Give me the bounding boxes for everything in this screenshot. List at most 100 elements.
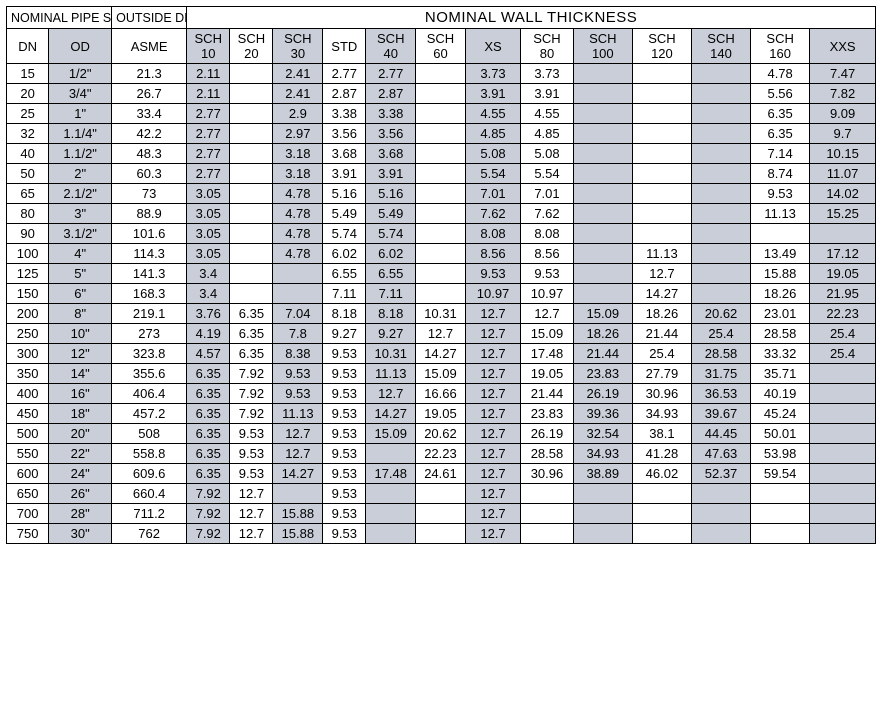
cell xyxy=(366,444,416,464)
cell: 15.88 xyxy=(751,264,810,284)
cell xyxy=(230,284,273,304)
cell: 2.87 xyxy=(366,84,416,104)
cell: 15.09 xyxy=(573,304,632,324)
cell: 2.97 xyxy=(273,124,323,144)
cell: 20 xyxy=(7,84,49,104)
cell: 22.23 xyxy=(416,444,466,464)
cell: 34.93 xyxy=(573,444,632,464)
table-row: 1255"141.33.46.556.559.539.5312.715.8819… xyxy=(7,264,876,284)
cell: 650 xyxy=(7,484,49,504)
cell xyxy=(366,504,416,524)
cell: 15.88 xyxy=(273,504,323,524)
cell: 28.58 xyxy=(751,324,810,344)
table-row: 652.1/2"733.054.785.165.167.017.019.5314… xyxy=(7,184,876,204)
cell xyxy=(573,224,632,244)
cell: 9.53 xyxy=(323,464,366,484)
cell: 3.73 xyxy=(521,64,574,84)
cell: 46.02 xyxy=(632,464,691,484)
cell: 5.56 xyxy=(751,84,810,104)
cell xyxy=(691,284,750,304)
cell: 59.54 xyxy=(751,464,810,484)
cell: 114.3 xyxy=(112,244,187,264)
cell: 12.7 xyxy=(465,444,520,464)
cell xyxy=(691,264,750,284)
cell xyxy=(810,224,876,244)
cell: 141.3 xyxy=(112,264,187,284)
cell xyxy=(573,504,632,524)
cell: 26.7 xyxy=(112,84,187,104)
cell: 711.2 xyxy=(112,504,187,524)
cell xyxy=(632,204,691,224)
cell: 12.7 xyxy=(465,404,520,424)
cell xyxy=(230,184,273,204)
cell: 7.47 xyxy=(810,64,876,84)
cell: 6.55 xyxy=(323,264,366,284)
cell: 2.77 xyxy=(366,64,416,84)
cell: 5" xyxy=(49,264,112,284)
cell: 26" xyxy=(49,484,112,504)
cell xyxy=(632,84,691,104)
cell: 558.8 xyxy=(112,444,187,464)
cell: 6.55 xyxy=(366,264,416,284)
cell xyxy=(691,244,750,264)
cell: 34.93 xyxy=(632,404,691,424)
cell xyxy=(416,484,466,504)
col-header-sch-60: SCH60 xyxy=(416,29,466,64)
cell: 2.11 xyxy=(187,84,230,104)
cell: 8.74 xyxy=(751,164,810,184)
cell: 9.53 xyxy=(323,444,366,464)
cell: 2.77 xyxy=(323,64,366,84)
cell: 7.92 xyxy=(230,384,273,404)
table-row: 903.1/2"101.63.054.785.745.748.088.08 xyxy=(7,224,876,244)
table-row: 502"60.32.773.183.913.915.545.548.7411.0… xyxy=(7,164,876,184)
cell: 3.38 xyxy=(323,104,366,124)
cell: 44.45 xyxy=(691,424,750,444)
cell: 10.97 xyxy=(465,284,520,304)
cell: 219.1 xyxy=(112,304,187,324)
cell xyxy=(632,224,691,244)
cell: 20.62 xyxy=(691,304,750,324)
table-row: 203/4"26.72.112.412.872.873.913.915.567.… xyxy=(7,84,876,104)
cell: 6.35 xyxy=(751,104,810,124)
cell: 4.55 xyxy=(521,104,574,124)
cell: 3.56 xyxy=(366,124,416,144)
cell: 22" xyxy=(49,444,112,464)
col-header-od: OD xyxy=(49,29,112,64)
cell: 3.38 xyxy=(366,104,416,124)
cell xyxy=(751,524,810,544)
cell: 14.27 xyxy=(632,284,691,304)
cell: 9.53 xyxy=(323,404,366,424)
cell xyxy=(273,284,323,304)
cell: 6.35 xyxy=(230,324,273,344)
cell: 41.28 xyxy=(632,444,691,464)
cell: 5.54 xyxy=(521,164,574,184)
cell xyxy=(573,244,632,264)
cell: 12.7 xyxy=(465,424,520,444)
cell: 406.4 xyxy=(112,384,187,404)
cell: 10.97 xyxy=(521,284,574,304)
cell xyxy=(521,504,574,524)
cell: 53.98 xyxy=(751,444,810,464)
cell: 12.7 xyxy=(230,524,273,544)
cell: 8.56 xyxy=(465,244,520,264)
cell: 47.63 xyxy=(691,444,750,464)
cell: 11.13 xyxy=(751,204,810,224)
cell: 6.35 xyxy=(751,124,810,144)
cell: 8" xyxy=(49,304,112,324)
cell: 6.35 xyxy=(187,464,230,484)
cell xyxy=(810,364,876,384)
cell xyxy=(691,204,750,224)
cell: 5.74 xyxy=(323,224,366,244)
cell xyxy=(573,184,632,204)
cell: 45.24 xyxy=(751,404,810,424)
cell xyxy=(573,524,632,544)
cell: 762 xyxy=(112,524,187,544)
cell: 100 xyxy=(7,244,49,264)
cell: 8.08 xyxy=(465,224,520,244)
cell: 12.7 xyxy=(465,464,520,484)
cell: 4.78 xyxy=(273,204,323,224)
cell: 7.01 xyxy=(521,184,574,204)
cell: 13.49 xyxy=(751,244,810,264)
table-row: 40016"406.46.357.929.539.5312.716.6612.7… xyxy=(7,384,876,404)
cell: 9.53 xyxy=(323,424,366,444)
